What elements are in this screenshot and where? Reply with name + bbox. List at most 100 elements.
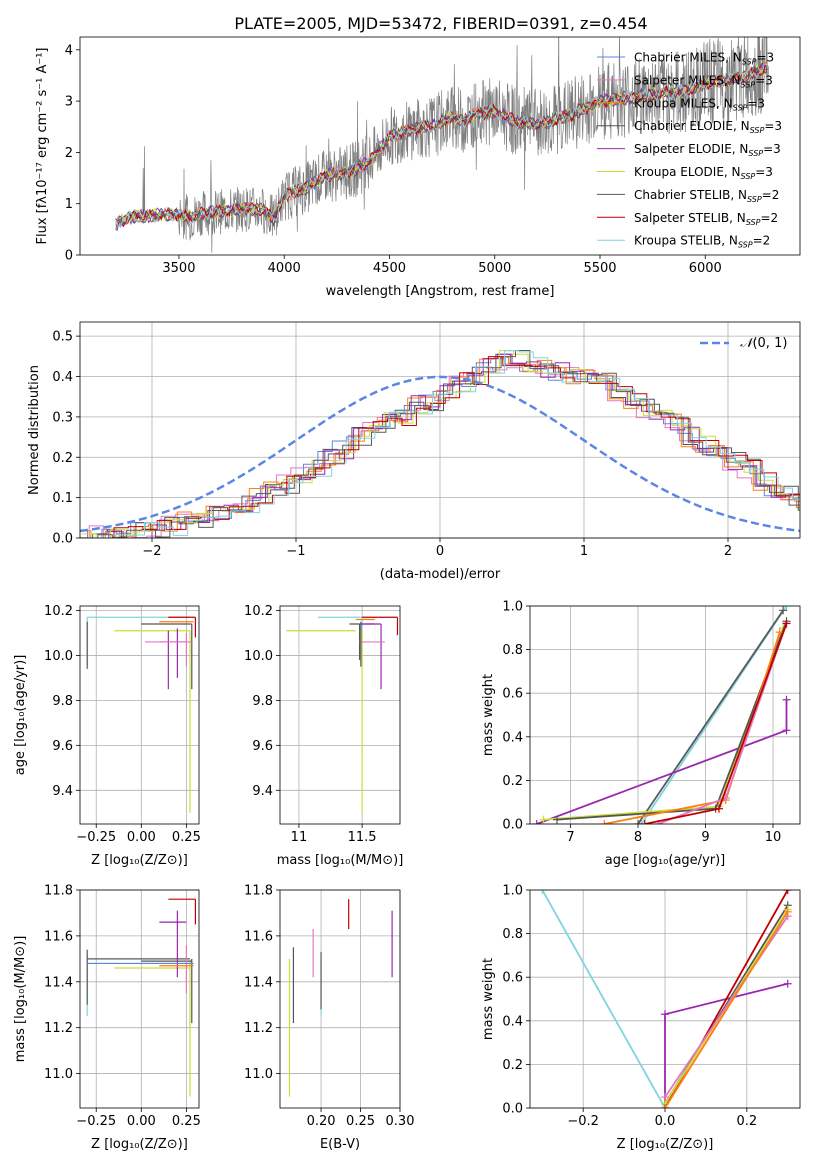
x-tick-label: 5500 xyxy=(583,261,616,276)
massweight_vs_Z-series-0 xyxy=(541,890,666,1108)
y-tick-label: 11.6 xyxy=(44,929,73,944)
x-tick-label: 11.5 xyxy=(348,830,377,845)
x-tick-label: 0 xyxy=(436,544,444,559)
y-tick-label: 0.2 xyxy=(502,774,523,789)
legend-entry: Salpeter ELODIE, NSSP=3 xyxy=(634,142,781,158)
x-tick-label: 10 xyxy=(765,830,782,845)
mass_vs_Z-points xyxy=(86,898,196,1097)
y-tick-label: 9.6 xyxy=(52,739,73,754)
massweight_vs_Z-lines xyxy=(538,890,792,1108)
y-tick-label: 11.4 xyxy=(244,975,273,990)
y-tick-label: 0.5 xyxy=(52,330,73,345)
y-tick-label: 11.6 xyxy=(244,929,273,944)
x-tick-label: 9 xyxy=(701,830,709,845)
massweight_vs_age-axes: 7 8 9 10 0.0 0.2 0.4 0.6 0.8 1.0 age [log₁₀(age/yr… xyxy=(481,600,800,868)
x-tick-label: 3500 xyxy=(162,261,195,276)
x-tick-label: 1 xyxy=(580,544,588,559)
massweight_vs_Z-series-5 xyxy=(664,915,789,1098)
legend-entry: Kroupa STELIB, NSSP=2 xyxy=(634,234,770,250)
histogram-salpeter_elodie xyxy=(80,353,800,538)
y-tick-label: 0.4 xyxy=(52,370,73,385)
y-tick-label: 0.2 xyxy=(52,451,73,466)
y-tick-label: 0.0 xyxy=(502,1102,523,1117)
y-axis-label: Flux [fλ10⁻¹⁷ erg cm⁻² s⁻¹ A⁻¹] xyxy=(35,48,50,245)
x-tick-label: 0.00 xyxy=(127,830,156,845)
spectrum-frame xyxy=(79,36,801,256)
y-tick-label: 11.2 xyxy=(244,1021,273,1036)
x-tick-label: 4500 xyxy=(373,261,406,276)
model-line-3 xyxy=(115,61,768,232)
x-tick-label: −0.2 xyxy=(567,1114,599,1129)
x-axis-label: wavelength [Angstrom, rest frame] xyxy=(326,284,555,299)
mass_vs_ebv-axes: 0.20 0.25 0.30 11.0 11.2 11.4 11.6 11.8 E(B-V) xyxy=(244,884,414,1153)
y-axis-label: mass weight xyxy=(481,674,496,756)
normal-curve xyxy=(80,375,800,533)
y-tick-label: 9.4 xyxy=(52,784,73,799)
residual-histograms xyxy=(80,350,800,538)
y-tick-label: 3 xyxy=(65,95,73,110)
y-tick-label: 11.0 xyxy=(44,1067,73,1082)
histogram-salpeter_stelib xyxy=(85,356,800,538)
x-axis-label: Z [log₁₀(Z/Z⊙)] xyxy=(91,1137,188,1152)
legend-entry: Chabrier MILES, NSSP=3 xyxy=(634,51,774,67)
legend-entry: Kroupa ELODIE, NSSP=3 xyxy=(634,165,773,181)
y-axis-label: age [log₁₀(age/yr)] xyxy=(13,655,28,776)
mass_vs_ebv-points xyxy=(288,899,393,1097)
mass_vs_ebv-frame xyxy=(279,889,401,1109)
y-tick-label: 1.0 xyxy=(502,600,523,615)
y-tick-label: 4 xyxy=(65,43,73,58)
legend-entry: Chabrier ELODIE, NSSP=3 xyxy=(634,119,782,135)
massweight_vs_Z-series-6 xyxy=(664,911,789,1108)
spectrum-axes: 3500 4000 4500 5000 5500 6000 0 1 2 3 4 wavelength … xyxy=(35,43,722,299)
age_vs_mass-axes: 11 11.5 9.4 9.6 9.8 10.0 10.2 mass [log₁₀(M/M⊙)… xyxy=(244,604,403,868)
x-tick-label: −0.25 xyxy=(76,830,116,845)
y-tick-label: 11.4 xyxy=(44,975,73,990)
y-axis-label: mass weight xyxy=(481,958,496,1040)
x-tick-label: 6000 xyxy=(689,261,722,276)
x-axis-label: E(B-V) xyxy=(320,1137,360,1152)
massweight_vs_age-series-1 xyxy=(637,609,784,824)
mass_vs_Z-axes: −0.25 0.00 0.25 11.0 11.2 11.4 11.6 11.8 Z [log₁… xyxy=(13,884,201,1153)
massweight_vs_Z-frame xyxy=(529,889,801,1109)
x-tick-label: 0.30 xyxy=(386,1114,415,1129)
y-tick-label: 0.8 xyxy=(502,643,523,658)
figure-title: PLATE=2005, MJD=53472, FIBERID=0391, z=0… xyxy=(234,14,647,33)
histogram-chabrier_stelib xyxy=(83,350,800,538)
y-tick-label: 11.8 xyxy=(44,884,73,899)
y-tick-label: 9.8 xyxy=(252,694,273,709)
y-tick-label: 0.8 xyxy=(502,927,523,942)
massweight_vs_age-series-5 xyxy=(604,631,781,824)
y-tick-label: 0.3 xyxy=(52,410,73,425)
y-tick-label: 0 xyxy=(65,249,73,264)
y-tick-label: 1 xyxy=(65,197,73,212)
legend-entry: Salpeter MILES, NSSP=3 xyxy=(634,73,773,89)
x-tick-label: 2 xyxy=(724,544,732,559)
y-tick-label: 11.8 xyxy=(244,884,273,899)
y-tick-label: 11.0 xyxy=(244,1067,273,1082)
residuals-axes: −2 −1 0 1 2 0.0 0.1 0.2 0.3 0.4 0.5 (data-model)/er… xyxy=(27,322,800,582)
y-tick-label: 10.2 xyxy=(44,604,73,619)
x-tick-label: 8 xyxy=(634,830,642,845)
histogram-chabrier_elodie xyxy=(80,353,800,538)
massweight_vs_Z-axes: −0.2 0.0 0.2 0.0 0.2 0.4 0.6 0.8 1.0 Z [log₁₀(Z/Z… xyxy=(481,884,800,1152)
y-tick-label: 9.6 xyxy=(252,739,273,754)
x-tick-label: 5000 xyxy=(478,261,511,276)
y-tick-label: 9.8 xyxy=(52,694,73,709)
y-tick-label: 0.6 xyxy=(502,687,523,702)
y-tick-label: 10.0 xyxy=(244,649,273,664)
massweight_vs_age-lines xyxy=(532,606,791,824)
x-axis-label: Z [log₁₀(Z/Z⊙)] xyxy=(617,1137,714,1152)
age_vs_Z-axes: −0.25 0.00 0.25 9.4 9.6 9.8 10.0 10.2 Z [log₁₀(Z… xyxy=(13,604,201,868)
x-tick-label: 0.2 xyxy=(736,1114,757,1129)
legend-entry: Salpeter STELIB, NSSP=2 xyxy=(634,211,778,227)
panels-group: 3500 4000 4500 5000 5500 6000 0 1 2 3 4 wavelength … xyxy=(13,36,801,1153)
massweight_vs_age-series-7 xyxy=(644,623,788,824)
x-axis-label: mass [log₁₀(M/M⊙)] xyxy=(277,853,404,868)
x-axis-label: Z [log₁₀(Z/Z⊙)] xyxy=(91,853,188,868)
y-tick-label: 1.0 xyxy=(502,884,523,899)
x-tick-label: 0.25 xyxy=(172,1114,201,1129)
y-tick-label: 0.2 xyxy=(502,1058,523,1073)
y-tick-label: 0.4 xyxy=(502,1014,523,1029)
massweight_vs_Z-series-1 xyxy=(664,982,788,1108)
